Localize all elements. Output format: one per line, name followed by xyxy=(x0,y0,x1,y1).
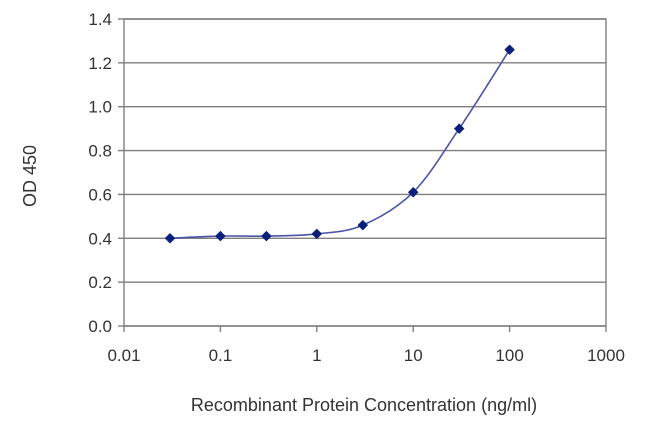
y-tick-label-3: 0.6 xyxy=(88,185,112,204)
data-point-5 xyxy=(407,186,419,198)
fit-curve-layer xyxy=(169,49,511,240)
y-tick-label-2: 0.4 xyxy=(88,229,112,248)
x-tick-labels: 0.01 0.1 1 10 100 1000 xyxy=(107,346,624,365)
axes xyxy=(118,18,607,332)
plot-frame xyxy=(123,18,607,327)
x-tick-label-1: 0.1 xyxy=(209,346,233,365)
data-point-3 xyxy=(311,228,323,240)
x-axis-title: Recombinant Protein Concentration (ng/ml… xyxy=(191,395,537,415)
y-axis-title: OD 450 xyxy=(20,145,40,207)
y-tick-label-5: 1.0 xyxy=(88,98,112,117)
y-tick-label-7: 1.4 xyxy=(88,10,112,29)
y-tick-label-6: 1.2 xyxy=(88,54,112,73)
data-point-4 xyxy=(357,219,369,231)
data-points xyxy=(164,44,515,244)
data-point-2 xyxy=(261,230,272,242)
y-tick-label-1: 0.2 xyxy=(88,273,112,292)
x-tick-label-2: 1 xyxy=(312,346,321,365)
x-tick-label-5: 1000 xyxy=(587,346,625,365)
data-point-7 xyxy=(504,44,515,56)
x-tick-label-4: 100 xyxy=(495,346,523,365)
fit-curve-0 xyxy=(169,49,511,240)
data-point-1 xyxy=(215,230,226,242)
x-tick-label-3: 10 xyxy=(404,346,423,365)
gridlines xyxy=(124,18,606,327)
y-tick-label-4: 0.8 xyxy=(88,142,112,161)
data-point-6 xyxy=(453,123,465,134)
data-point-0 xyxy=(164,232,176,244)
x-tick-label-0: 0.01 xyxy=(107,346,140,365)
y-tick-labels: 0.0 0.2 0.4 0.6 0.8 1.0 1.2 1.4 xyxy=(88,10,112,336)
y-tick-label-0: 0.0 xyxy=(88,317,112,336)
